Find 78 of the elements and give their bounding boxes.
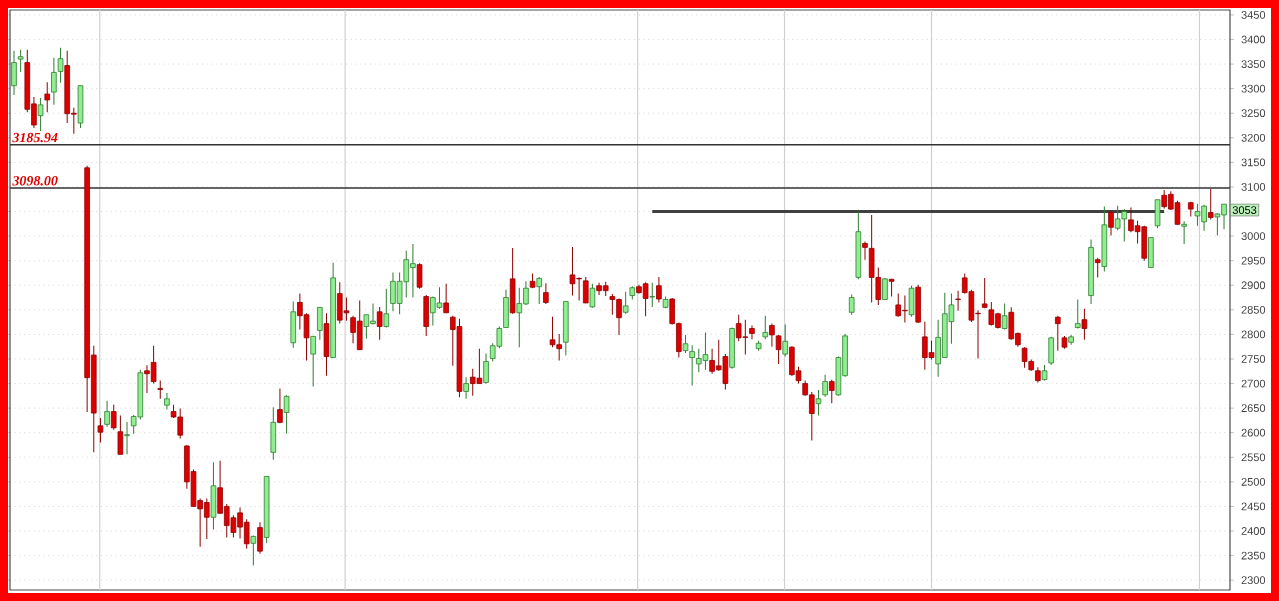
candlestick [164,392,170,411]
candlestick [51,57,57,106]
candlestick [1074,299,1081,330]
annotation: 3053 [1232,206,1257,214]
candlestick [1055,315,1061,352]
candlestick [443,283,449,314]
candlestick [862,241,868,261]
candlestick [981,277,988,309]
candlestick [416,262,423,290]
y-tick-label: 2600 [1241,428,1266,437]
y-tick-label: 3200 [1241,133,1266,142]
candlestick [483,353,489,385]
y-tick-label: 3100 [1241,183,1266,191]
y-tick-label: 3300 [1241,84,1266,93]
candlestick [955,290,961,312]
y-tick-label: 2850 [1241,305,1266,314]
candlestick [117,415,124,455]
candlestick [1094,257,1101,278]
y-tick-label: 3150 [1241,158,1266,167]
y-tick-label: 2650 [1241,404,1266,413]
y-tick-label: 2750 [1241,355,1266,363]
y-tick-label: 3000 [1241,232,1266,240]
y-tick-label: 2800 [1241,330,1266,339]
candlestick [828,379,835,404]
y-tick-label: 3250 [1241,109,1266,118]
candlestick [1001,302,1008,330]
candlestick [57,47,64,84]
candlestick [44,81,51,113]
candlestick [1081,308,1088,341]
candlestick [815,389,822,417]
candlestick [257,521,263,555]
candlestick [582,276,589,304]
candlestick [124,421,130,455]
candlestick [97,417,104,444]
candlestick [110,404,117,431]
candlestick [310,335,316,388]
y-tick-label: 2450 [1241,502,1266,511]
y-tick-label: 2350 [1241,551,1266,560]
y-tick-label: 2300 [1241,576,1266,585]
candlestick [749,325,755,340]
candlestick [17,49,24,73]
candlestick [622,291,629,315]
candlestick [589,283,596,309]
candlestick [1181,220,1187,245]
candlestick [822,374,828,398]
y-tick-label: 3400 [1241,35,1266,44]
y-tick-label: 3350 [1241,60,1266,68]
candlestick [463,376,469,400]
ref-line-label: 3098.00 [12,176,58,186]
candlestick [1108,209,1114,237]
y-tick-label: 2900 [1241,281,1266,290]
candlestick [848,294,855,316]
candlestick [157,380,164,400]
candlestick [656,276,662,303]
candlestick [649,282,656,308]
y-tick-label: 2400 [1241,527,1266,535]
candlestick [277,387,283,424]
candlestick [37,97,44,132]
candlestick [682,334,689,354]
candlestick [383,288,390,329]
y-tick-label: 2950 [1241,256,1266,265]
candlestick [283,394,290,435]
y-tick-label: 3450 [1241,11,1266,19]
candlestick [543,282,549,305]
y-tick-label: 2700 [1241,379,1266,388]
candlestick [11,50,17,96]
candlestick [317,306,323,341]
candlestick [1207,188,1214,220]
candlestick [376,306,383,341]
candlestick [536,276,543,305]
y-tick-label: 2550 [1241,453,1266,462]
candlestick [762,315,769,340]
candlestick [689,344,695,387]
candlestick [104,400,110,428]
candlestick [250,534,257,566]
ref-line-label: 3185.94 [12,132,58,143]
candlestick [782,324,789,358]
y-tick-label: 2500 [1241,477,1266,486]
